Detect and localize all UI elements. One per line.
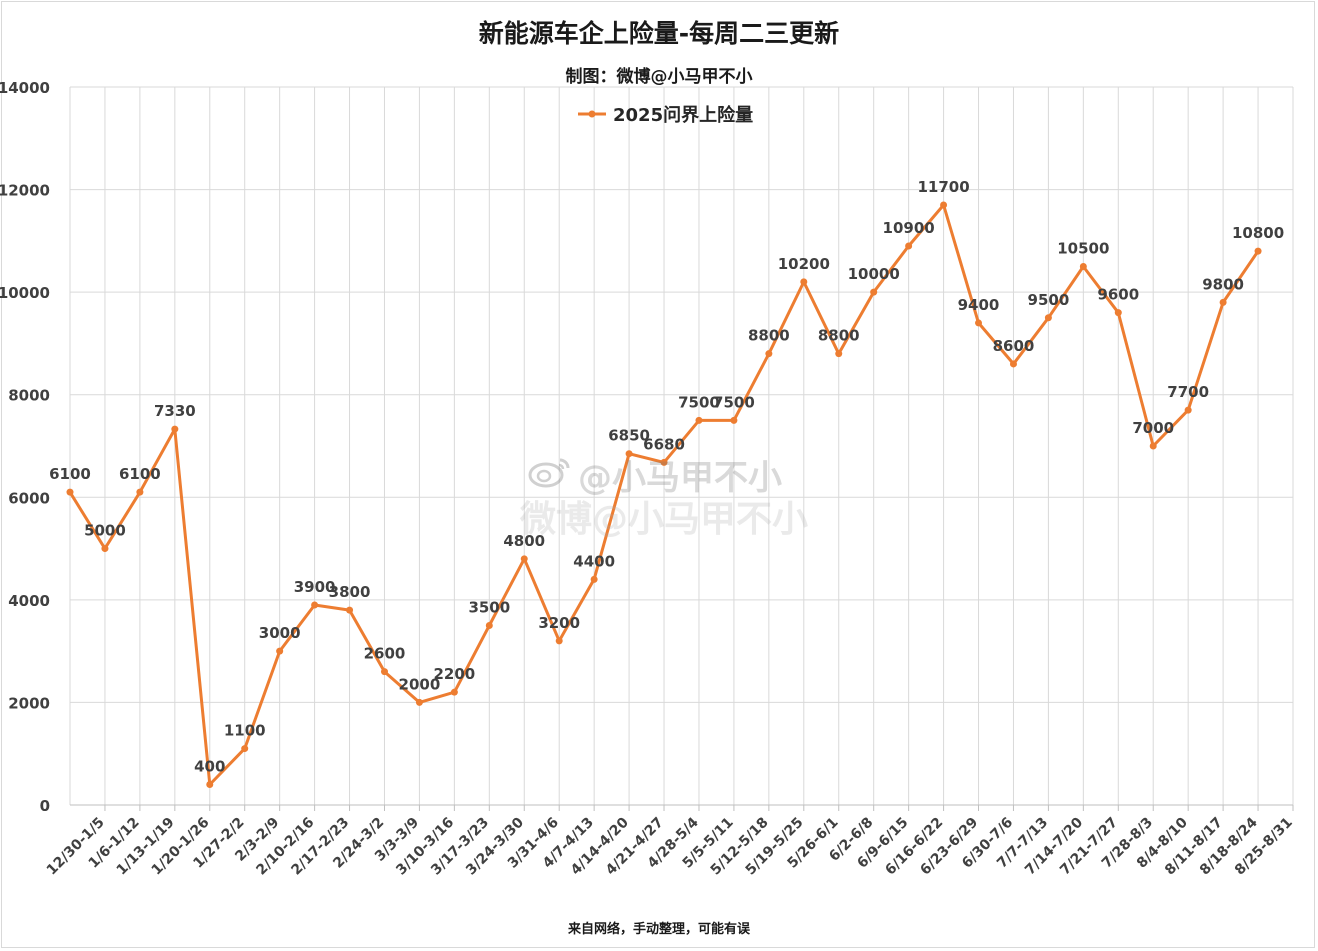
data-point [1079,263,1087,270]
data-point [975,319,983,327]
data-label: 9600 [1097,286,1139,304]
data-label: 9500 [1028,291,1070,309]
data-label: 8800 [748,327,790,345]
data-point [520,555,528,563]
legend: 2025问界上险量 [578,104,753,126]
data-label: 10000 [848,265,900,283]
data-point [485,622,493,629]
data-point [800,278,808,286]
data-label: 11700 [917,178,969,196]
chart-subtitle: 制图：微博@小马甲不小 [565,67,753,87]
chart-title: 新能源车企上险量-每周二三更新 [478,19,840,48]
data-point [1149,442,1157,450]
data-point [241,745,249,753]
y-tick-label: 14000 [0,79,50,97]
x-axis: 12/30-1/51/6-1/121/13-1/191/20-1/261/27-… [44,804,1296,878]
data-point [346,606,354,614]
data-label: 6100 [49,465,91,483]
data-point [66,488,74,496]
data-point [940,201,948,209]
y-tick-label: 10000 [0,284,50,302]
data-label: 3800 [329,583,371,601]
legend-marker-icon [588,110,596,118]
legend-label: 2025问界上险量 [613,104,753,126]
data-point [380,668,388,676]
series-layer [66,201,1262,788]
data-point [695,416,703,424]
data-point [835,350,843,358]
footnote: 来自网络，手动整理，可能有误 [567,922,750,937]
data-label: 3200 [538,614,580,632]
data-label: 8800 [818,327,860,345]
y-tick-label: 0 [40,797,50,815]
data-label: 400 [194,757,225,775]
gridlines [69,86,1294,806]
data-point [171,425,179,433]
y-tick-label: 8000 [8,387,50,405]
data-label: 1100 [224,722,266,740]
data-label: 5000 [84,522,126,540]
data-point [136,488,144,496]
y-tick-label: 6000 [8,489,50,507]
data-point [660,458,668,466]
y-tick-label: 4000 [8,592,50,610]
data-label: 4800 [503,532,545,550]
data-point [450,688,458,696]
data-label: 7500 [678,393,720,411]
data-label: 3500 [468,599,510,617]
data-label: 10200 [778,255,830,273]
data-label: 7330 [154,402,196,420]
data-point [555,637,563,645]
data-label: 7700 [1167,383,1209,401]
data-label: 3000 [259,624,301,642]
data-label: 8600 [993,337,1035,355]
data-point [206,780,214,788]
data-point [1184,406,1192,414]
data-label: 10500 [1057,240,1109,258]
data-label: 6680 [643,435,685,453]
data-label: 3900 [294,578,336,596]
data-point [276,647,284,655]
data-label: 2600 [364,645,406,663]
y-tick-label: 2000 [8,694,50,712]
data-point [590,575,598,583]
data-point [1009,360,1017,368]
data-label: 7000 [1132,419,1174,437]
data-point [415,698,423,706]
data-point [1114,309,1122,317]
data-point [625,450,633,458]
data-point [1044,314,1052,322]
data-point [311,601,319,609]
data-label: 10900 [883,219,935,237]
data-label: 6850 [608,427,650,445]
data-point [870,288,878,296]
data-label: 6100 [119,465,161,483]
data-point [1219,298,1227,306]
data-label: 2000 [399,675,441,693]
data-label: 4400 [573,552,615,570]
data-label: 7500 [713,393,755,411]
data-label: 9400 [958,296,1000,314]
data-label: 2200 [433,665,475,683]
data-point [730,416,738,424]
data-label: 10800 [1232,224,1284,242]
data-point [1254,247,1262,255]
data-point [101,545,109,553]
y-axis: 0 2000 4000 6000 8000 10000 12000 14000 [0,79,50,815]
data-point [765,350,773,358]
data-label: 9800 [1202,275,1244,293]
y-tick-label: 12000 [0,182,50,200]
data-point [905,242,913,250]
